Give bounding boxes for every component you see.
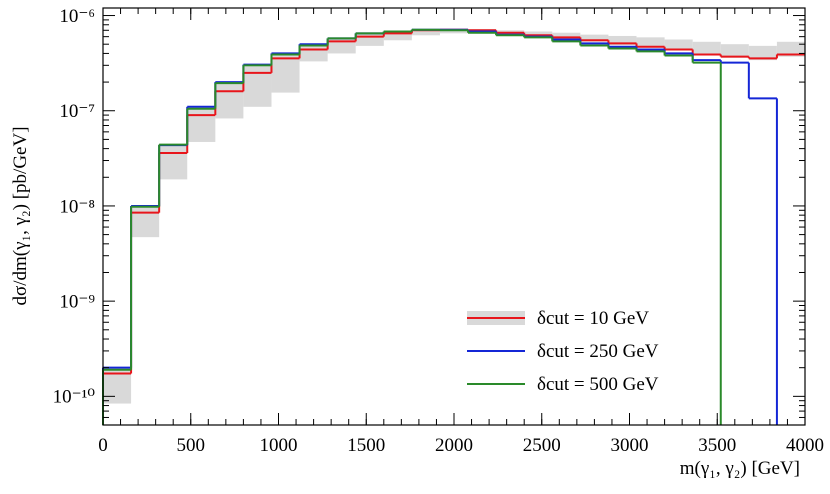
y-tick-label: 10⁻¹⁰ (53, 387, 96, 408)
uncertainty-band (355, 33, 384, 46)
uncertainty-band (159, 145, 188, 180)
uncertainty-band (524, 31, 553, 37)
uncertainty-band (580, 34, 609, 42)
uncertainty-band (776, 41, 805, 57)
x-tick-label: 2500 (523, 435, 561, 456)
uncertainty-band (411, 29, 440, 36)
uncertainty-band (692, 41, 721, 56)
uncertainty-band (215, 82, 244, 119)
x-tick-label: 3500 (698, 435, 736, 456)
legend-label: δcut = 250 GeV (537, 341, 659, 362)
y-tick-label: 10⁻⁶ (59, 6, 95, 27)
x-tick-label: 2000 (435, 435, 473, 456)
y-axis-label: dσ/dm(γ₁, γ₂) [pb/GeV] (10, 126, 31, 305)
x-tick-label: 1500 (347, 435, 385, 456)
x-tick-label: 4000 (786, 435, 824, 456)
frame (102, 7, 806, 426)
x-tick-label: 3000 (611, 435, 649, 456)
uncertainty-band (383, 30, 412, 41)
legend-label: δcut = 10 GeV (537, 308, 649, 329)
uncertainty-band (271, 54, 300, 93)
y-tick-label: 10⁻⁸ (59, 196, 95, 217)
uncertainty-band (552, 32, 581, 39)
uncertainty-band (664, 39, 693, 51)
legend-label: δcut = 500 GeV (537, 374, 659, 395)
x-axis-label: m(γ₁, γ₂) [GeV] (680, 458, 800, 479)
uncertainty-band (299, 44, 328, 62)
x-tick-label: 0 (98, 435, 108, 456)
uncertainty-band (720, 44, 749, 58)
uncertainty-band (187, 106, 216, 142)
x-tick-label: 1000 (260, 435, 298, 456)
uncertainty-band (636, 37, 665, 48)
uncertainty-band (327, 38, 356, 54)
x-tick-label: 500 (177, 435, 206, 456)
y-tick-label: 10⁻⁹ (59, 292, 95, 313)
y-tick-label: 10⁻⁷ (59, 101, 95, 122)
uncertainty-band (608, 35, 637, 46)
uncertainty-band (748, 45, 777, 61)
